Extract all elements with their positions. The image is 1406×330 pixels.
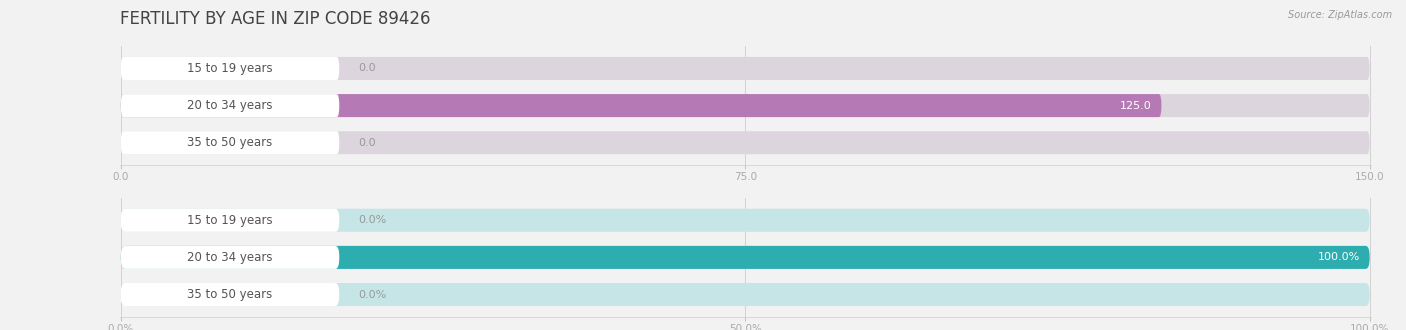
Text: 20 to 34 years: 20 to 34 years	[187, 99, 273, 112]
Text: 125.0: 125.0	[1119, 101, 1152, 111]
Text: Source: ZipAtlas.com: Source: ZipAtlas.com	[1288, 10, 1392, 20]
FancyBboxPatch shape	[121, 131, 339, 154]
Text: 100.0%: 100.0%	[1317, 252, 1360, 262]
Text: 15 to 19 years: 15 to 19 years	[187, 62, 273, 75]
FancyBboxPatch shape	[121, 131, 1369, 154]
FancyBboxPatch shape	[121, 57, 1369, 80]
Text: FERTILITY BY AGE IN ZIP CODE 89426: FERTILITY BY AGE IN ZIP CODE 89426	[120, 10, 430, 28]
Text: 0.0%: 0.0%	[359, 289, 387, 300]
Text: 35 to 50 years: 35 to 50 years	[187, 136, 273, 149]
Text: 0.0: 0.0	[359, 63, 375, 74]
FancyBboxPatch shape	[121, 283, 1369, 306]
Text: 0.0%: 0.0%	[359, 215, 387, 225]
FancyBboxPatch shape	[121, 94, 1161, 117]
FancyBboxPatch shape	[121, 246, 1369, 269]
FancyBboxPatch shape	[121, 209, 1369, 232]
Text: 20 to 34 years: 20 to 34 years	[187, 251, 273, 264]
Text: 0.0: 0.0	[359, 138, 375, 148]
FancyBboxPatch shape	[121, 209, 339, 232]
FancyBboxPatch shape	[121, 94, 339, 117]
FancyBboxPatch shape	[121, 246, 1369, 269]
FancyBboxPatch shape	[121, 57, 339, 80]
FancyBboxPatch shape	[121, 246, 339, 269]
Text: 35 to 50 years: 35 to 50 years	[187, 288, 273, 301]
FancyBboxPatch shape	[121, 94, 1369, 117]
FancyBboxPatch shape	[121, 283, 339, 306]
Text: 15 to 19 years: 15 to 19 years	[187, 214, 273, 227]
